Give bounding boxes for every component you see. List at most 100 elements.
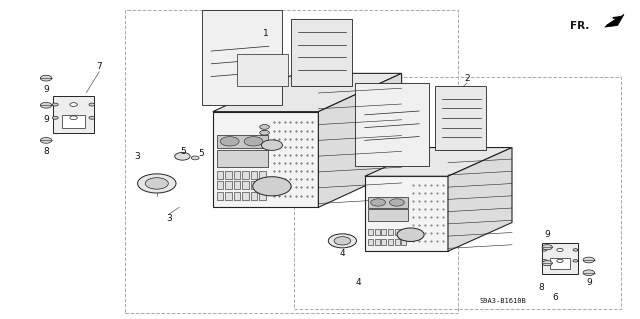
Text: 8: 8 [44, 147, 49, 156]
Circle shape [260, 130, 269, 135]
Polygon shape [53, 96, 95, 133]
Circle shape [542, 261, 552, 266]
Bar [217, 191, 223, 200]
Text: 9: 9 [44, 115, 49, 124]
Bar [395, 229, 400, 235]
Bar [251, 181, 257, 189]
Polygon shape [237, 54, 288, 86]
Text: 3: 3 [135, 152, 140, 161]
Bar [375, 229, 380, 235]
Bar [388, 239, 393, 245]
Bar [234, 181, 240, 189]
Polygon shape [212, 73, 402, 112]
Bar [251, 191, 257, 200]
Bar [401, 229, 406, 235]
Circle shape [191, 156, 199, 160]
Bar [62, 115, 85, 128]
Bar [259, 191, 266, 200]
Circle shape [220, 137, 239, 146]
Text: 1: 1 [263, 29, 268, 38]
Text: S9A3-B1610B: S9A3-B1610B [479, 299, 526, 304]
Text: 5: 5 [180, 147, 186, 156]
Text: 7: 7 [97, 63, 102, 71]
Circle shape [328, 234, 356, 248]
Circle shape [175, 152, 190, 160]
Circle shape [397, 228, 424, 241]
Polygon shape [355, 83, 429, 166]
Circle shape [542, 249, 547, 251]
Bar [234, 170, 240, 179]
Polygon shape [448, 147, 512, 251]
Bar [368, 229, 373, 235]
Text: 9: 9 [545, 230, 550, 239]
Bar [217, 150, 268, 167]
Bar [225, 191, 232, 200]
Circle shape [52, 116, 58, 119]
Circle shape [40, 102, 52, 108]
Bar [375, 239, 380, 245]
Text: 5: 5 [199, 149, 204, 158]
Circle shape [542, 260, 547, 262]
Circle shape [70, 116, 77, 120]
Text: 2: 2 [465, 74, 470, 83]
Circle shape [557, 259, 563, 263]
Circle shape [260, 125, 269, 130]
Polygon shape [435, 86, 486, 150]
Bar [381, 229, 387, 235]
Circle shape [89, 116, 95, 119]
Circle shape [583, 257, 595, 263]
Circle shape [371, 199, 385, 206]
Bar [368, 209, 408, 221]
Text: 3: 3 [167, 214, 172, 223]
Circle shape [40, 137, 52, 143]
Circle shape [542, 245, 552, 250]
Polygon shape [365, 176, 448, 251]
Polygon shape [202, 10, 282, 105]
Polygon shape [291, 19, 352, 86]
Polygon shape [365, 147, 512, 176]
Circle shape [261, 140, 282, 151]
Bar [251, 170, 257, 179]
Polygon shape [543, 243, 578, 273]
Circle shape [89, 103, 95, 106]
Polygon shape [212, 112, 319, 207]
Bar [217, 170, 223, 179]
Bar [225, 170, 232, 179]
Polygon shape [319, 73, 402, 207]
Bar [217, 135, 268, 148]
Polygon shape [605, 14, 624, 27]
Circle shape [52, 103, 58, 106]
Circle shape [557, 248, 563, 251]
Circle shape [583, 270, 595, 276]
Circle shape [253, 177, 291, 196]
Bar [395, 239, 400, 245]
Bar [550, 258, 570, 269]
Bar [243, 170, 249, 179]
Bar [259, 170, 266, 179]
Bar [217, 181, 223, 189]
Bar [243, 191, 249, 200]
Text: 9: 9 [44, 85, 49, 94]
Text: 8: 8 [538, 283, 543, 292]
Bar [368, 197, 408, 208]
Text: FR.: FR. [570, 20, 589, 31]
Bar [234, 191, 240, 200]
Bar [388, 229, 393, 235]
Circle shape [40, 75, 52, 81]
Bar [259, 181, 266, 189]
Circle shape [573, 260, 578, 262]
Circle shape [145, 178, 168, 189]
Circle shape [244, 137, 263, 146]
Circle shape [334, 237, 351, 245]
Circle shape [390, 199, 404, 206]
Circle shape [573, 249, 578, 251]
Text: 6: 6 [553, 293, 558, 302]
Bar [401, 239, 406, 245]
Text: 9: 9 [586, 278, 591, 287]
Bar [381, 239, 387, 245]
Text: 4: 4 [340, 249, 345, 258]
Circle shape [138, 174, 176, 193]
Bar [225, 181, 232, 189]
Circle shape [70, 103, 77, 107]
Bar [368, 239, 373, 245]
